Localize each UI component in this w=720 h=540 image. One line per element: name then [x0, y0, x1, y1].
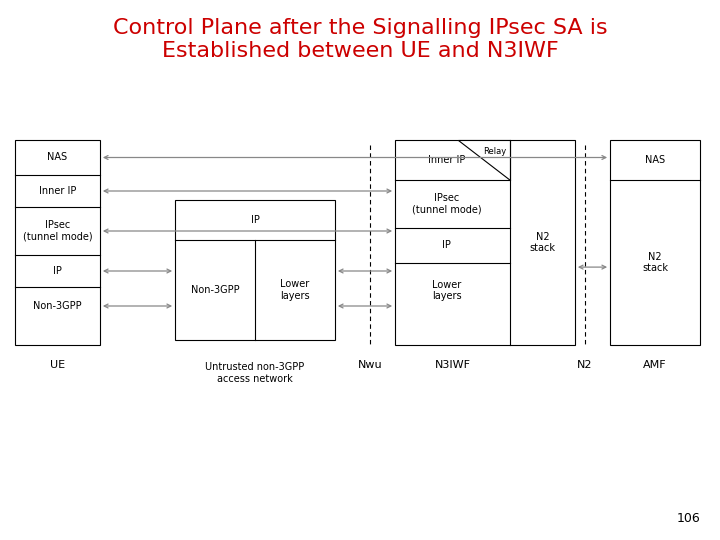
Text: NAS: NAS: [48, 152, 68, 163]
Text: IPsec
(tunnel mode): IPsec (tunnel mode): [412, 193, 482, 215]
Text: N2
stack: N2 stack: [529, 232, 556, 253]
Bar: [175, 200, 335, 340]
Text: Untrusted non-3GPP
access network: Untrusted non-3GPP access network: [205, 362, 305, 384]
Text: AMF: AMF: [643, 360, 667, 370]
Text: IPsec
(tunnel mode): IPsec (tunnel mode): [23, 220, 92, 242]
Text: Non-3GPP: Non-3GPP: [191, 285, 239, 295]
Text: 106: 106: [676, 512, 700, 525]
Text: N3IWF: N3IWF: [434, 360, 470, 370]
Text: Lower
layers: Lower layers: [280, 279, 310, 301]
Text: N2: N2: [577, 360, 593, 370]
Text: Relay: Relay: [483, 147, 506, 156]
Bar: [395, 140, 575, 345]
Text: Lower
layers: Lower layers: [432, 280, 462, 301]
Text: UE: UE: [50, 360, 65, 370]
Text: IP: IP: [442, 240, 451, 251]
Text: NAS: NAS: [645, 155, 665, 165]
Bar: [610, 140, 700, 345]
Text: Control Plane after the Signalling IPsec SA is
Established between UE and N3IWF: Control Plane after the Signalling IPsec…: [113, 18, 607, 61]
Text: Non-3GPP: Non-3GPP: [33, 301, 82, 311]
Text: IP: IP: [53, 266, 62, 276]
Text: N2
stack: N2 stack: [642, 252, 668, 273]
Bar: [15, 140, 100, 345]
Text: IP: IP: [251, 215, 259, 225]
Text: Inner IP: Inner IP: [39, 186, 76, 196]
Text: Nwu: Nwu: [358, 360, 382, 370]
Text: Inner IP: Inner IP: [428, 155, 465, 165]
Polygon shape: [458, 140, 510, 180]
